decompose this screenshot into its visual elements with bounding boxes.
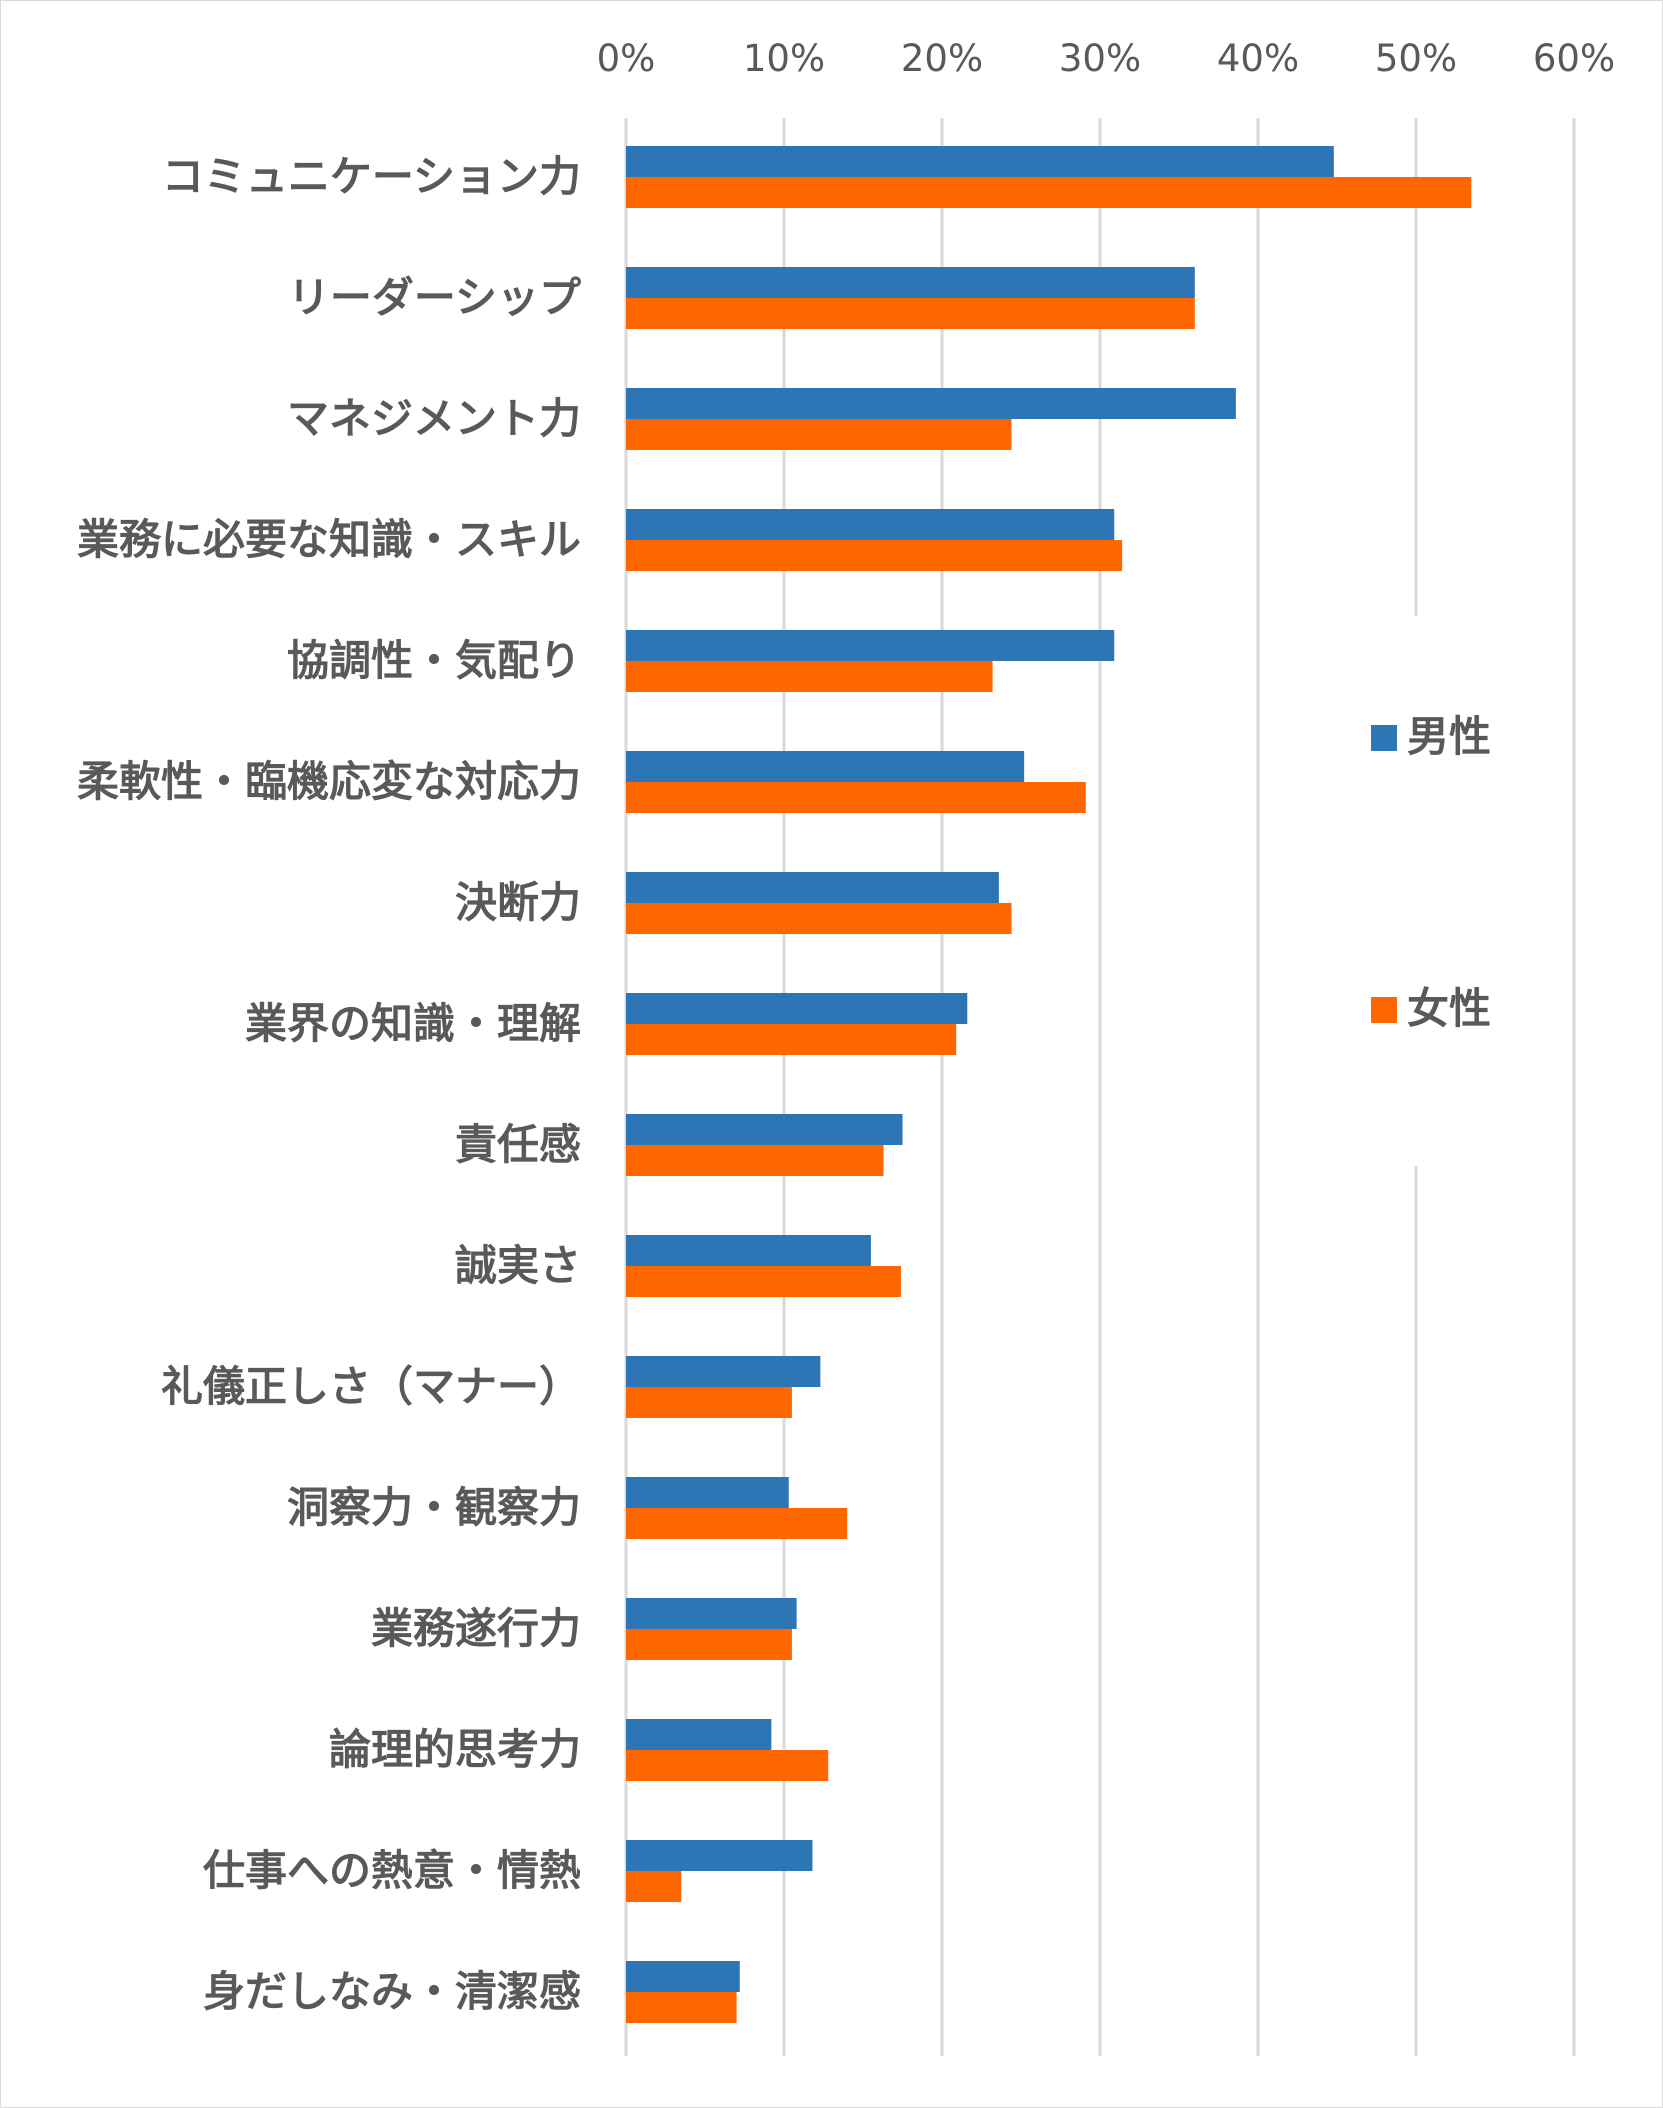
bars (626, 146, 1472, 2023)
bar-male-13 (626, 1719, 772, 1750)
category-label: 協調性・気配り (287, 636, 581, 685)
bar-female-15 (626, 1992, 737, 2023)
bar-male-5 (626, 751, 1025, 782)
bar-female-4 (626, 661, 993, 692)
category-label: リーダーシップ (288, 273, 581, 322)
bar-male-0 (626, 146, 1334, 177)
x-axis-ticks: 0% 10% 20% 30% 40% 50% 60% (597, 37, 1615, 80)
bar-female-7 (626, 1024, 957, 1055)
category-label: 決断力 (455, 878, 581, 927)
category-label: コミュニケーション力 (162, 152, 581, 201)
bar-male-4 (626, 630, 1115, 661)
legend-swatch-female (1371, 997, 1397, 1023)
x-tick-label: 30% (1059, 37, 1141, 80)
legend-label-male: 男性 (1407, 712, 1491, 761)
bar-male-1 (626, 267, 1195, 298)
bar-male-8 (626, 1114, 903, 1145)
bar-female-13 (626, 1750, 829, 1781)
category-label: 誠実さ (455, 1241, 581, 1290)
category-label: 業界の知識・理解 (245, 999, 581, 1048)
bar-female-0 (626, 177, 1472, 208)
legend-background (1353, 616, 1533, 1166)
x-tick-label: 50% (1375, 37, 1457, 80)
category-labels: コミュニケーション力リーダーシップマネジメント力業務に必要な知識・スキル協調性・… (77, 152, 581, 2016)
bar-male-14 (626, 1840, 813, 1871)
legend-label-female: 女性 (1407, 984, 1491, 1033)
bar-female-12 (626, 1629, 792, 1660)
bar-male-3 (626, 509, 1115, 540)
category-label: 礼儀正しさ（マナー） (161, 1362, 581, 1411)
bar-male-12 (626, 1598, 797, 1629)
bar-male-7 (626, 993, 968, 1024)
category-label: 論理的思考力 (329, 1725, 581, 1774)
bar-male-6 (626, 872, 999, 903)
bar-female-3 (626, 540, 1123, 571)
bar-male-2 (626, 388, 1236, 419)
bar-female-1 (626, 298, 1195, 329)
category-label: 業務遂行力 (371, 1604, 581, 1653)
category-label: 業務に必要な知識・スキル (77, 515, 581, 564)
x-tick-label: 40% (1217, 37, 1299, 80)
bar-female-10 (626, 1387, 792, 1418)
bar-female-2 (626, 419, 1012, 450)
bar-female-11 (626, 1508, 848, 1539)
category-label: 身だしなみ・清潔感 (203, 1967, 581, 2016)
bar-male-10 (626, 1356, 821, 1387)
bar-male-11 (626, 1477, 789, 1508)
bar-female-9 (626, 1266, 901, 1297)
bar-male-15 (626, 1961, 740, 1992)
x-tick-label: 60% (1533, 37, 1615, 80)
x-tick-label: 0% (597, 37, 656, 80)
category-label: 洞察力・観察力 (287, 1483, 581, 1532)
category-label: 柔軟性・臨機応変な対応力 (77, 757, 581, 806)
x-tick-label: 10% (743, 37, 825, 80)
x-tick-label: 20% (901, 37, 983, 80)
bar-male-9 (626, 1235, 871, 1266)
bar-female-6 (626, 903, 1012, 934)
bar-female-5 (626, 782, 1086, 813)
category-label: 責任感 (455, 1120, 581, 1169)
category-label: 仕事への熱意・情熱 (203, 1846, 581, 1895)
bar-female-14 (626, 1871, 682, 1902)
legend-swatch-male (1371, 725, 1397, 751)
category-label: マネジメント力 (287, 394, 581, 443)
bar-female-8 (626, 1145, 884, 1176)
